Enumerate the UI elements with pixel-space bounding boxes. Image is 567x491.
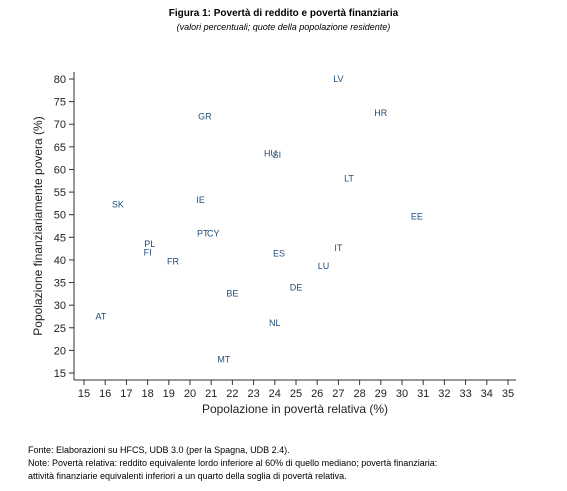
data-point-lt: LT <box>344 174 354 184</box>
data-point-mt: MT <box>217 354 230 364</box>
x-tick-label: 24 <box>269 388 281 400</box>
x-axis-label: Popolazione in povertà relativa (%) <box>202 402 388 416</box>
x-tick-label: 21 <box>205 388 217 400</box>
y-tick-label: 65 <box>54 142 66 154</box>
scatter-chart: 15 16 17 18 19 20 21 22 23 24 25 26 27 28 29 30 31 32 33 34… <box>31 72 516 416</box>
y-tick-label: 25 <box>54 323 66 335</box>
x-tick-label: 25 <box>290 388 302 400</box>
y-tick-label: 15 <box>54 368 66 380</box>
x-tick-label: 28 <box>353 388 365 400</box>
data-point-ee: EE <box>411 212 423 222</box>
x-tick-label: 31 <box>417 388 429 400</box>
x-tick-label: 30 <box>396 388 408 400</box>
y-tick-label: 40 <box>54 255 66 267</box>
data-point-hr: HR <box>374 108 387 118</box>
x-tick-label: 32 <box>438 388 450 400</box>
data-point-ie: IE <box>196 195 205 205</box>
data-point-at: AT <box>96 311 107 321</box>
data-point-de: DE <box>290 283 303 293</box>
data-point-lv: LV <box>333 74 343 84</box>
definition-note: Note: Povertà relativa: reddito equivale… <box>28 458 438 468</box>
data-point-sk: SK <box>112 200 124 210</box>
y-ticks: 15 20 25 30 35 40 45 50 55 60 65 70 75 80 <box>54 74 74 380</box>
y-axis-label: Popolazione finanziariamente povera (%) <box>31 116 45 335</box>
x-tick-label: 33 <box>459 388 471 400</box>
x-tick-label: 29 <box>375 388 387 400</box>
x-tick-label: 26 <box>311 388 323 400</box>
data-point-hu: HU <box>264 149 277 159</box>
y-tick-label: 70 <box>54 119 66 131</box>
x-tick-label: 16 <box>99 388 111 400</box>
source-note: Fonte: Elaborazioni su HFCS, UDB 3.0 (pe… <box>28 445 290 455</box>
data-point-fi: FI <box>144 248 152 258</box>
data-point-fr: FR <box>167 257 179 267</box>
data-point-be: BE <box>226 288 238 298</box>
plot-area <box>74 72 516 380</box>
y-tick-label: 60 <box>54 164 66 176</box>
x-tick-label: 18 <box>141 388 153 400</box>
x-tick-label: 27 <box>332 388 344 400</box>
y-tick-label: 45 <box>54 232 66 244</box>
x-tick-label: 23 <box>247 388 259 400</box>
x-tick-label: 19 <box>163 388 175 400</box>
y-tick-label: 55 <box>54 187 66 199</box>
figure-subtitle: (valori percentuali; quote della popolaz… <box>176 22 391 32</box>
data-point-pl: PL <box>144 239 155 249</box>
data-point-nl: NL <box>269 318 281 328</box>
y-tick-label: 75 <box>54 97 66 109</box>
data-point-cy: CY <box>207 229 220 239</box>
data-point-pt: PT <box>197 229 209 239</box>
x-tick-label: 15 <box>78 388 90 400</box>
x-tick-label: 17 <box>120 388 132 400</box>
x-tick-label: 20 <box>184 388 196 400</box>
x-tick-label: 34 <box>481 388 493 400</box>
y-tick-label: 50 <box>54 210 66 222</box>
definition-note-continued: attività finanziarie equivalenti inferio… <box>28 471 347 481</box>
y-tick-label: 30 <box>54 300 66 312</box>
y-tick-label: 20 <box>54 345 66 357</box>
data-point-lu: LU <box>318 261 330 271</box>
figure-title: Figura 1: Povertà di reddito e povertà f… <box>168 8 399 19</box>
data-point-it: IT <box>334 243 343 253</box>
x-tick-label: 35 <box>502 388 514 400</box>
data-point-si: SI <box>273 150 282 160</box>
y-tick-label: 35 <box>54 278 66 290</box>
x-tick-label: 22 <box>226 388 238 400</box>
data-point-es: ES <box>273 249 285 259</box>
data-point-gr: GR <box>198 112 212 122</box>
y-tick-label: 80 <box>54 74 66 86</box>
x-ticks: 15 16 17 18 19 20 21 22 23 24 25 26 27 28 29 30 31 32 33 34… <box>78 380 514 400</box>
